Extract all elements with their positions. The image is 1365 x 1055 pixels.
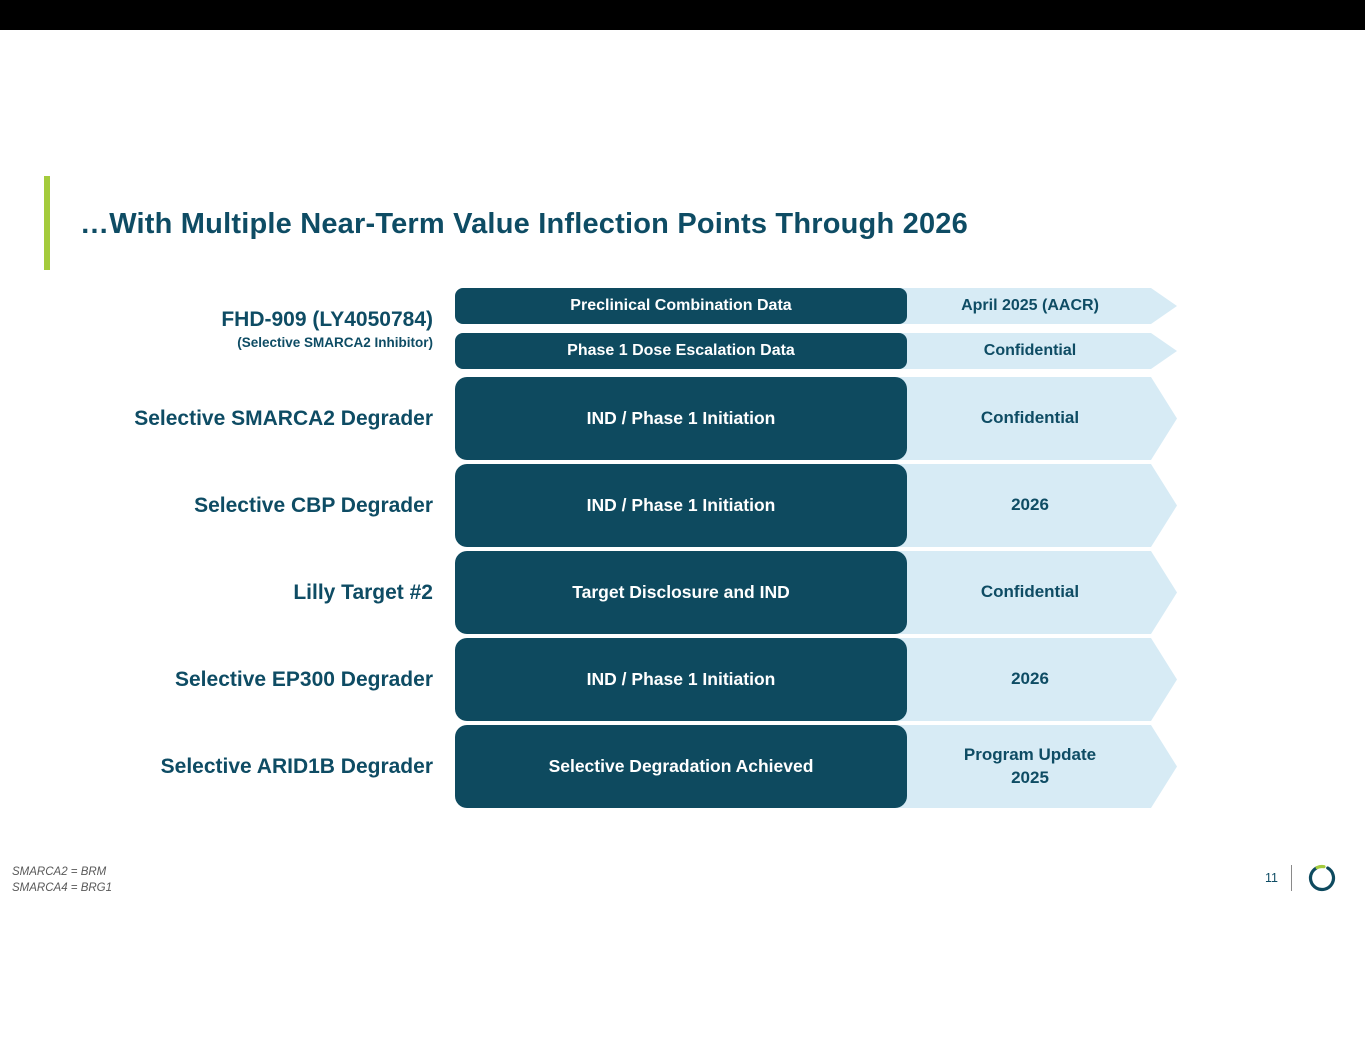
milestone-label: Preclinical Combination Data — [570, 297, 792, 314]
pipeline-row: Lilly Target #2 Target Disclosure and IN… — [0, 551, 1365, 634]
milestone-line: IND / Phase 1 Initiation 2026 — [455, 464, 1177, 547]
timing-label: Confidential — [983, 341, 1077, 359]
timing-label: April 2025 (AACR) — [961, 296, 1099, 314]
title-accent-bar — [44, 176, 50, 270]
program-name: FHD-909 (LY4050784) — [221, 308, 433, 332]
milestone-line: Target Disclosure and IND Confidential — [455, 551, 1177, 634]
milestones: IND / Phase 1 Initiation 2026 — [455, 464, 1177, 547]
milestones: IND / Phase 1 Initiation 2026 — [455, 638, 1177, 721]
pipeline-row: Selective ARID1B Degrader Selective Degr… — [0, 725, 1365, 808]
timing-arrow: 2026 — [895, 464, 1177, 547]
milestone-line: IND / Phase 1 Initiation 2026 — [455, 638, 1177, 721]
milestone-label: IND / Phase 1 Initiation — [586, 408, 776, 428]
program-labels: Lilly Target #2 — [0, 580, 455, 605]
milestone-label: IND / Phase 1 Initiation — [586, 495, 776, 515]
program-subtitle: (Selective SMARCA2 Inhibitor) — [237, 334, 433, 350]
pipeline-rows: FHD-909 (LY4050784) (Selective SMARCA2 I… — [0, 288, 1365, 812]
top-black-bar — [0, 0, 1365, 30]
timing-label: Confidential — [980, 582, 1080, 602]
milestone-label: IND / Phase 1 Initiation — [586, 669, 776, 689]
milestone-pill: Selective Degradation Achieved — [455, 725, 907, 808]
program-labels: Selective ARID1B Degrader — [0, 754, 455, 779]
milestones: Target Disclosure and IND Confidential — [455, 551, 1177, 634]
timing-arrow: 2026 — [895, 638, 1177, 721]
page-footer: 11 — [1265, 860, 1339, 896]
footnotes: SMARCA2 = BRM SMARCA4 = BRG1 — [12, 864, 112, 896]
page-number: 11 — [1265, 871, 1278, 885]
timing-label: Confidential — [980, 408, 1080, 428]
program-name: Selective SMARCA2 Degrader — [134, 406, 433, 430]
footnote-line: SMARCA2 = BRM — [12, 866, 107, 878]
milestone-label: Selective Degradation Achieved — [548, 756, 814, 776]
timing-label: 2026 — [1011, 495, 1049, 515]
milestone-line: Selective Degradation Achieved Program U… — [455, 725, 1177, 808]
program-labels: FHD-909 (LY4050784) (Selective SMARCA2 I… — [0, 307, 455, 349]
timing-arrow: Confidential — [895, 333, 1177, 369]
timing-label: 2026 — [1011, 669, 1049, 689]
program-name: Selective EP300 Degrader — [175, 667, 433, 691]
milestone-line: Preclinical Combination Data April 2025 … — [455, 288, 1177, 324]
pipeline-row: FHD-909 (LY4050784) (Selective SMARCA2 I… — [0, 288, 1365, 369]
slide-title: …With Multiple Near-Term Value Inflectio… — [80, 208, 968, 240]
milestones: Preclinical Combination Data April 2025 … — [455, 288, 1177, 369]
program-labels: Selective SMARCA2 Degrader — [0, 406, 455, 431]
program-name: Lilly Target #2 — [293, 580, 433, 604]
milestone-pill: Target Disclosure and IND — [455, 551, 907, 634]
milestones: Selective Degradation Achieved Program U… — [455, 725, 1177, 808]
program-name: Selective ARID1B Degrader — [160, 754, 433, 778]
timing-label: Program Update 2025 — [963, 745, 1097, 787]
milestone-pill: IND / Phase 1 Initiation — [455, 464, 907, 547]
milestone-label: Target Disclosure and IND — [572, 582, 790, 602]
program-labels: Selective EP300 Degrader — [0, 667, 455, 692]
program-name: Selective CBP Degrader — [194, 493, 433, 517]
milestone-line: IND / Phase 1 Initiation Confidential — [455, 377, 1177, 460]
footer-divider — [1291, 865, 1292, 891]
milestones: IND / Phase 1 Initiation Confidential — [455, 377, 1177, 460]
timing-arrow: April 2025 (AACR) — [895, 288, 1177, 324]
milestone-label: Phase 1 Dose Escalation Data — [567, 342, 795, 359]
timing-arrow: Program Update 2025 — [895, 725, 1177, 808]
foghorn-ring-logo-icon — [1305, 861, 1339, 895]
milestone-line: Phase 1 Dose Escalation Data Confidentia… — [455, 333, 1177, 369]
pipeline-row: Selective SMARCA2 Degrader IND / Phase 1… — [0, 377, 1365, 460]
timing-arrow: Confidential — [895, 377, 1177, 460]
footnote-line: SMARCA4 = BRG1 — [12, 882, 113, 895]
milestone-pill: IND / Phase 1 Initiation — [455, 638, 907, 721]
milestone-pill: Phase 1 Dose Escalation Data — [455, 333, 907, 369]
pipeline-row: Selective EP300 Degrader IND / Phase 1 I… — [0, 638, 1365, 721]
pipeline-row: Selective CBP Degrader IND / Phase 1 Ini… — [0, 464, 1365, 547]
program-labels: Selective CBP Degrader — [0, 493, 455, 518]
milestone-pill: IND / Phase 1 Initiation — [455, 377, 907, 460]
timing-arrow: Confidential — [895, 551, 1177, 634]
milestone-pill: Preclinical Combination Data — [455, 288, 907, 324]
